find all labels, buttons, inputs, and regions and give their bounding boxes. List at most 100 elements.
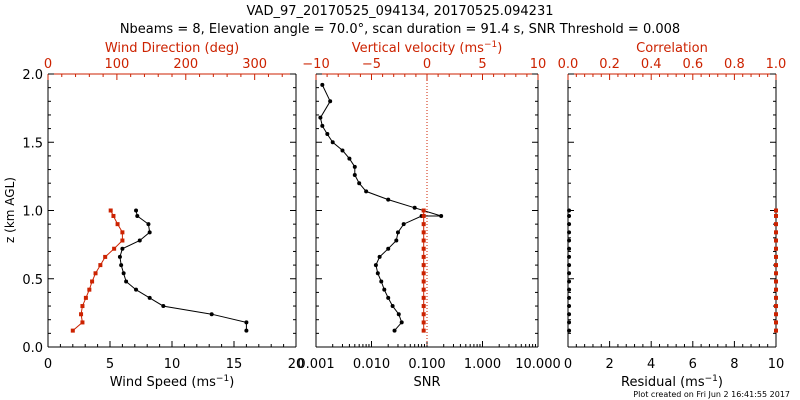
series-line-0 (119, 210, 247, 331)
data-point (121, 271, 126, 276)
data-point (83, 295, 88, 300)
data-point (774, 263, 778, 268)
y-tick-label: 2.0 (22, 68, 43, 83)
top-tick-label: 0.2 (599, 57, 620, 72)
data-point (379, 279, 384, 284)
data-point (93, 271, 98, 276)
data-point (567, 320, 572, 325)
y-axis-label: z (km AGL) (3, 177, 17, 243)
top-tick-label: −10 (302, 57, 329, 72)
data-point (567, 279, 572, 284)
data-point (774, 320, 778, 325)
data-point (396, 312, 401, 317)
data-point (115, 222, 120, 227)
data-point (120, 246, 125, 251)
data-point (325, 132, 330, 137)
data-point (774, 328, 778, 333)
data-point (567, 271, 572, 276)
data-point (318, 115, 323, 120)
data-point (567, 304, 572, 309)
data-point (774, 213, 778, 218)
data-point (421, 279, 426, 284)
data-point (567, 208, 572, 213)
top-tick-label: 0 (423, 57, 431, 72)
top-tick-label: 200 (173, 57, 198, 72)
data-point (390, 304, 395, 309)
top-tick-label: 100 (104, 57, 129, 72)
data-point (567, 213, 572, 218)
data-point (320, 82, 325, 87)
data-point (373, 263, 378, 268)
x-tick-label: 1.000 (464, 357, 501, 372)
data-point (421, 230, 426, 235)
data-point (412, 205, 417, 210)
data-point (119, 263, 124, 268)
data-point (320, 123, 325, 128)
data-point (567, 222, 572, 227)
data-point (244, 320, 249, 325)
data-point (421, 208, 426, 213)
x-tick-label: 4 (647, 357, 655, 372)
top-tick-label: 0.0 (558, 57, 579, 72)
data-point (567, 230, 572, 235)
data-point (567, 254, 572, 259)
data-point (382, 287, 387, 292)
data-point (774, 230, 778, 235)
x-tick-label: 6 (689, 357, 697, 372)
x-tick-label: 5 (106, 357, 114, 372)
data-point (103, 254, 108, 259)
y-tick-label: 1.0 (22, 205, 43, 220)
data-point (421, 271, 426, 276)
figure-subtitle: Nbeams = 8, Elevation angle = 70.0°, sca… (120, 22, 680, 37)
top-tick-label: 0 (44, 57, 52, 72)
y-tick-label: 0.5 (22, 273, 43, 288)
x-axis-label: Residual (ms−1) (621, 374, 723, 390)
data-point (421, 254, 426, 259)
figure-title: VAD_97_20170525_094134, 20170525.094231 (247, 4, 554, 19)
data-point (108, 208, 113, 213)
x-tick-label: 0 (564, 357, 572, 372)
top-tick-label: 0.4 (641, 57, 662, 72)
x-tick-label: 0.001 (297, 357, 334, 372)
x-tick-label: 15 (226, 357, 243, 372)
data-point (774, 295, 778, 300)
data-point (79, 312, 84, 317)
data-point (774, 208, 778, 213)
top-axis-label: Wind Direction (deg) (105, 41, 239, 56)
data-point (401, 222, 406, 227)
x-tick-label: 0.010 (353, 357, 390, 372)
top-tick-label: 10 (530, 57, 547, 72)
x-tick-label: 10 (768, 357, 785, 372)
x-tick-label: 8 (730, 357, 738, 372)
data-point (135, 213, 140, 218)
data-point (111, 213, 116, 218)
y-tick-label: 0.0 (22, 341, 43, 356)
data-point (567, 246, 572, 251)
data-point (421, 213, 426, 218)
data-point (117, 254, 122, 259)
data-point (134, 208, 139, 213)
data-point (137, 238, 142, 243)
x-tick-label: 20 (288, 357, 305, 372)
data-point (421, 238, 426, 243)
data-point (394, 238, 399, 243)
top-tick-label: 300 (242, 57, 267, 72)
data-point (377, 254, 382, 259)
series-line-1 (72, 210, 123, 331)
panel-snr: 0.001 0.010 0.100 1.000 10.000 −10 −5 0 5 10 SNR Ve… (297, 40, 560, 390)
data-point (567, 312, 572, 317)
top-axis-label: Correlation (636, 41, 708, 56)
data-point (386, 197, 391, 202)
data-point (774, 287, 778, 292)
data-point (80, 320, 85, 325)
data-point (147, 295, 152, 300)
data-point (146, 222, 151, 227)
data-point (774, 312, 778, 317)
top-tick-label: 0.6 (682, 57, 703, 72)
data-point (395, 230, 400, 235)
panel-residual: 0 2 4 6 8 10 0.0 0.2 0.4 0.6 0.8 1.0 Residual (ms−1)… (558, 41, 787, 390)
data-point (386, 295, 391, 300)
data-point (112, 246, 117, 251)
data-point (774, 279, 778, 284)
